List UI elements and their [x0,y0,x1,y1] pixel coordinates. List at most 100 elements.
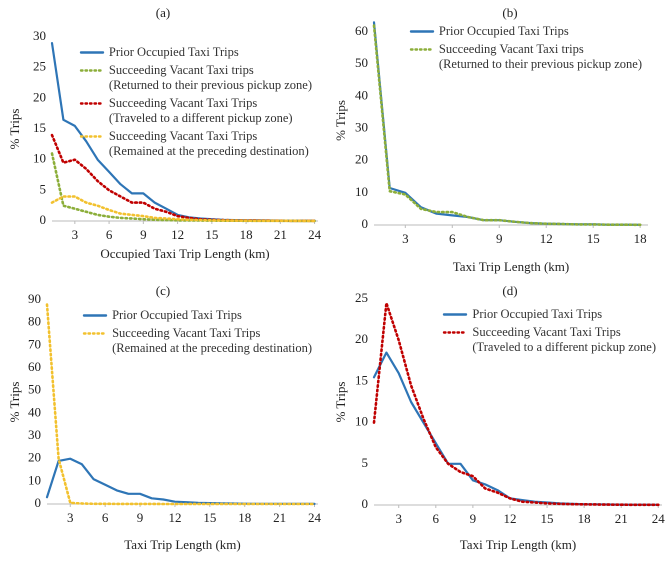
x-tick-label: 9 [470,511,477,526]
series-line [45,457,316,505]
y-tick-label: 30 [28,427,41,442]
y-tick-label: 60 [28,359,41,374]
y-tick-label: 10 [355,414,368,429]
x-tick-label: 21 [615,511,628,526]
legend-swatch [409,30,435,33]
x-tick-label: 3 [395,511,402,526]
x-axis-label: Taxi Trip Length (km) [453,259,569,274]
x-axis-label: Taxi Trip Length (km) [124,537,240,552]
x-tick-label: 24 [308,510,322,525]
legend-label: Succeeding Vacant Taxi Trips (Traveled t… [108,96,293,125]
legend: Prior Occupied Taxi Trips Succeeding Vaca… [82,308,312,359]
y-tick-label: 0 [362,216,369,231]
x-tick-label: 24 [652,511,666,526]
panel-title: (c) [156,283,170,298]
y-tick-label: 0 [35,495,42,510]
y-tick-label: 30 [355,120,368,135]
y-tick-label: 15 [355,372,368,387]
x-tick-label: 6 [449,231,456,246]
y-tick-label: 15 [33,120,46,135]
x-tick-label: 18 [238,510,251,525]
legend-swatch [79,51,105,54]
legend-swatch [409,48,435,51]
x-tick-label: 3 [72,227,79,242]
x-axis-label: Taxi Trip Length (km) [460,537,576,552]
legend-item: Prior Occupied Taxi Trips [79,45,312,60]
legend-label: Succeeding Vacant Taxi Trips (Remained a… [108,129,309,158]
x-tick-label: 6 [102,510,109,525]
panel-title: (a) [156,5,170,20]
series-line [50,152,316,223]
legend-label: Prior Occupied Taxi Trips [472,307,603,321]
x-tick-label: 24 [308,227,322,242]
y-tick-label: 50 [28,382,41,397]
y-tick-label: 10 [355,184,368,199]
x-tick-label: 15 [203,510,216,525]
x-tick-label: 9 [496,231,503,246]
legend-item: Succeeding Vacant Taxi Trips (Remained a… [82,326,312,356]
y-tick-label: 90 [28,291,41,306]
y-tick-label: 5 [362,455,369,470]
legend-label: Succeeding Vacant Taxi Trips (Remained a… [112,326,312,355]
x-axis-label: Occupied Taxi Trip Length (km) [100,246,269,261]
legend-swatch [443,313,468,316]
x-tick-label: 12 [168,510,181,525]
legend-label: Succeeding Vacant Taxi trips (Returned t… [108,63,312,92]
legend: Prior Occupied Taxi Trips Succeeding Vaca… [409,24,642,75]
legend-swatch [82,332,108,335]
x-tick-label: 6 [106,227,113,242]
series-line [372,301,660,507]
legend-swatch [79,69,105,72]
legend-item: Succeeding Vacant Taxi Trips (Remained a… [79,129,312,159]
x-tick-label: 9 [140,227,147,242]
legend-label: Succeeding Vacant Taxi trips (Returned t… [438,42,642,71]
x-tick-label: 18 [578,511,591,526]
panel-title: (d) [502,283,517,298]
x-tick-label: 12 [171,227,184,242]
x-tick-label: 3 [402,231,409,246]
y-tick-label: 50 [355,55,368,70]
legend-label: Prior Occupied Taxi Trips [438,24,569,38]
legend: Prior Occupied Taxi Trips Succeeding Vaca… [79,45,312,162]
y-tick-label: 20 [28,450,41,465]
y-tick-label: 25 [355,290,368,305]
x-tick-label: 18 [240,227,253,242]
y-axis-label: % Trips [7,109,22,150]
series-line [372,351,660,506]
y-tick-label: 30 [33,28,46,43]
x-tick-label: 12 [540,231,553,246]
legend-swatch [82,314,108,317]
y-tick-label: 5 [40,181,47,196]
x-tick-label: 21 [274,227,287,242]
y-tick-label: 70 [28,336,41,351]
legend-label: Prior Occupied Taxi Trips [112,308,242,322]
x-tick-label: 9 [137,510,144,525]
y-tick-label: 25 [33,59,46,74]
y-tick-label: 0 [40,212,47,227]
legend-item: Succeeding Vacant Taxi trips (Returned t… [409,42,642,72]
y-tick-label: 20 [355,331,368,346]
x-tick-label: 15 [205,227,218,242]
legend-item: Prior Occupied Taxi Trips [409,24,642,39]
y-tick-label: 20 [33,89,46,104]
x-tick-label: 15 [587,231,600,246]
legend-swatch [79,135,105,138]
x-tick-label: 12 [503,511,516,526]
y-axis-label: % Trips [7,382,22,423]
x-tick-label: 15 [541,511,554,526]
x-tick-label: 6 [433,511,440,526]
legend-swatch [443,331,468,334]
y-tick-label: 40 [28,404,41,419]
y-tick-label: 60 [355,23,368,38]
legend-item: Succeeding Vacant Taxi Trips (Traveled t… [79,96,312,126]
y-tick-label: 10 [33,151,46,166]
panel-title: (b) [502,5,517,20]
series-line [50,195,316,223]
legend-item: Succeeding Vacant Taxi trips (Returned t… [79,63,312,93]
legend-label: Prior Occupied Taxi Trips [108,45,239,59]
x-tick-label: 21 [273,510,286,525]
y-axis-label: % Trips [333,382,348,423]
x-tick-label: 18 [634,231,647,246]
